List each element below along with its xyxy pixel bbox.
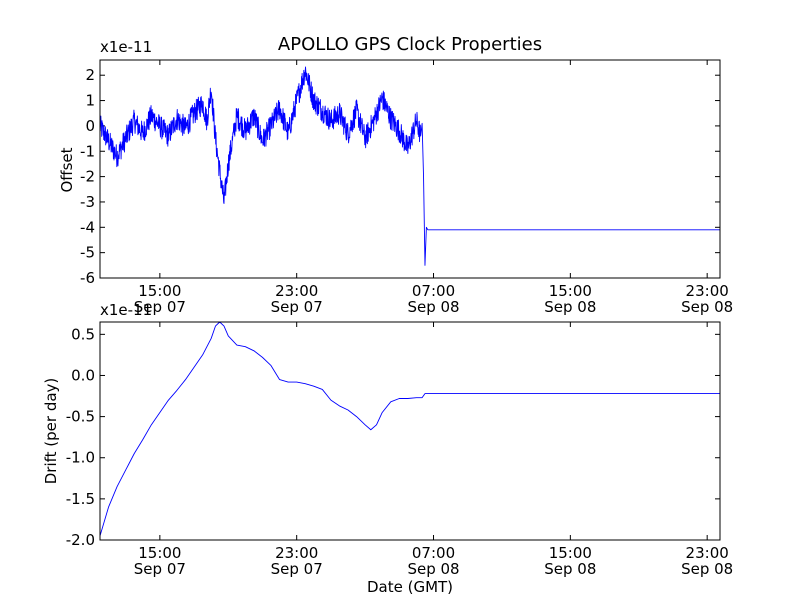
offset-scale-label: x1e-11 <box>100 38 152 56</box>
drift-y-axis-label: Drift (per day) <box>42 378 60 485</box>
drift-y-tick-label: -1.5 <box>66 490 95 508</box>
offset-series-line <box>99 66 720 266</box>
drift-y-tick-label: -0.5 <box>66 408 95 426</box>
drift-y-tick-label: 0.0 <box>71 366 95 384</box>
offset-panel: APOLLO GPS Clock Properties x1e-11 Offse… <box>58 34 733 316</box>
drift-x-tick-label: Sep 08 <box>544 560 596 578</box>
offset-x-tick-label: 15:00 <box>138 282 181 300</box>
drift-scale-label: x1e-11 <box>100 301 152 319</box>
drift-y-tick-label: 0.5 <box>71 325 95 343</box>
offset-y-tick-label: -6 <box>80 269 95 287</box>
drift-x-tick-label: Sep 07 <box>271 560 323 578</box>
offset-y-tick-label: -5 <box>80 244 95 262</box>
offset-y-tick-label: 1 <box>85 92 95 110</box>
drift-y-tick-label: -2.0 <box>66 531 95 549</box>
offset-x-tick-label: Sep 08 <box>407 298 459 316</box>
drift-x-tick-label: Sep 08 <box>407 560 459 578</box>
chart-title: APOLLO GPS Clock Properties <box>278 34 542 55</box>
offset-x-tick-label: 23:00 <box>275 282 318 300</box>
drift-x-tick-label: 15:00 <box>549 544 592 562</box>
offset-x-tick-label: 07:00 <box>412 282 455 300</box>
drift-x-tick-label: 15:00 <box>138 544 181 562</box>
offset-x-tick-label: 15:00 <box>549 282 592 300</box>
offset-x-tick-label: Sep 07 <box>271 298 323 316</box>
offset-x-tick-label: 23:00 <box>686 282 729 300</box>
drift-axes-frame <box>99 321 721 541</box>
drift-series-line <box>99 321 720 537</box>
drift-x-tick-label: 23:00 <box>686 544 729 562</box>
offset-y-tick-label: 0 <box>85 117 95 135</box>
drift-x-tick-label: 23:00 <box>275 544 318 562</box>
offset-y-tick-label: -3 <box>80 193 95 211</box>
offset-x-tick-label: Sep 08 <box>681 298 733 316</box>
offset-y-axis-label: Offset <box>58 147 76 192</box>
offset-y-tick-label: -2 <box>80 168 95 186</box>
drift-panel: x1e-11 Drift (per day) Date (GMT) 15:00S… <box>42 301 733 596</box>
offset-y-tick-label: -4 <box>80 218 95 236</box>
drift-x-tick-label: Sep 08 <box>681 560 733 578</box>
offset-x-tick-label: Sep 08 <box>544 298 596 316</box>
drift-x-tick-label: 07:00 <box>412 544 455 562</box>
offset-axes-frame <box>99 59 721 279</box>
drift-y-tick-label: -1.0 <box>66 449 95 467</box>
offset-y-tick-label: -1 <box>80 142 95 160</box>
offset-y-tick-label: 2 <box>85 66 95 84</box>
x-axis-label: Date (GMT) <box>367 578 453 596</box>
drift-x-tick-label: Sep 07 <box>134 560 186 578</box>
offset-x-tick-label: Sep 07 <box>134 298 186 316</box>
